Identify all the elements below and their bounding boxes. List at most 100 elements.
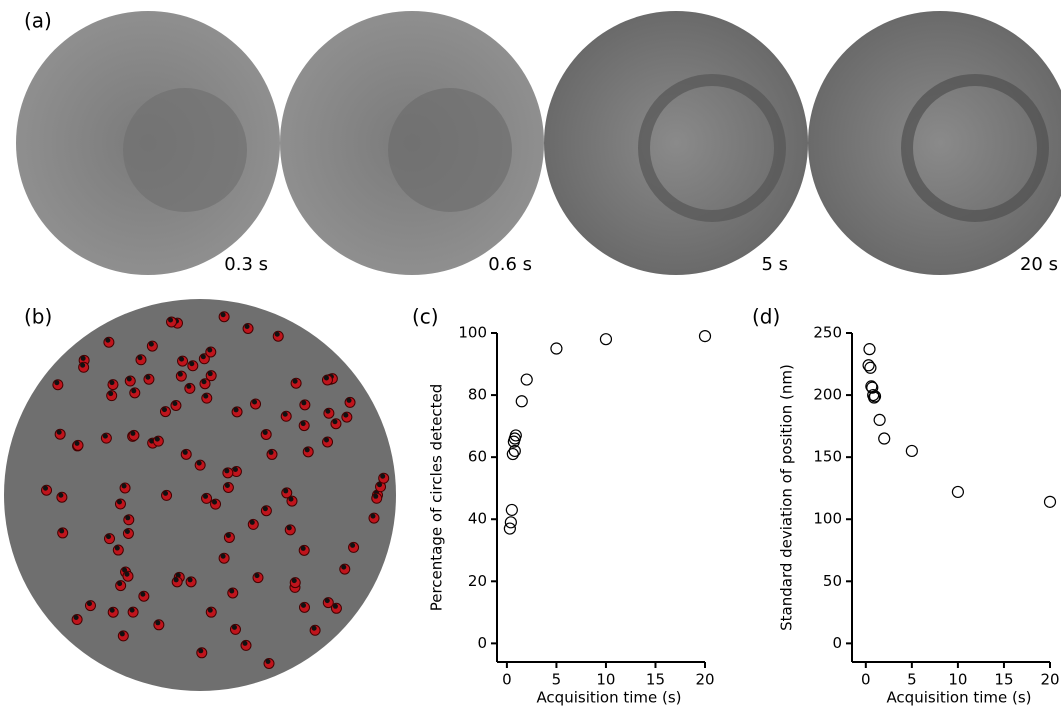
image-caption: 5 s bbox=[761, 254, 788, 275]
panel-label: (c) bbox=[412, 305, 439, 329]
data-point bbox=[874, 414, 885, 425]
particle bbox=[225, 483, 230, 488]
particle bbox=[224, 468, 229, 473]
data-point bbox=[516, 396, 527, 407]
particle bbox=[59, 528, 64, 533]
particle bbox=[380, 474, 385, 479]
y-tick-label: 20 bbox=[468, 572, 487, 590]
particle bbox=[245, 324, 250, 329]
particle bbox=[87, 601, 92, 606]
particle bbox=[81, 356, 86, 361]
y-axis-label: Percentage of circles detected bbox=[428, 384, 446, 612]
particle bbox=[75, 441, 80, 446]
particle bbox=[155, 620, 160, 625]
particle bbox=[301, 603, 306, 608]
particle bbox=[201, 354, 206, 359]
image-caption: 0.6 s bbox=[488, 254, 532, 275]
particle bbox=[254, 573, 259, 578]
particle bbox=[74, 615, 79, 620]
panel-label: (b) bbox=[24, 305, 52, 329]
x-tick-label: 5 bbox=[552, 671, 562, 689]
y-tick-label: 0 bbox=[477, 634, 487, 652]
particle bbox=[117, 499, 122, 504]
x-tick-label: 15 bbox=[646, 671, 665, 689]
particle bbox=[283, 412, 288, 417]
x-tick-label: 0 bbox=[861, 671, 871, 689]
particle bbox=[103, 434, 108, 439]
particle bbox=[233, 467, 238, 472]
particle bbox=[130, 608, 135, 613]
particle bbox=[243, 641, 248, 646]
particle bbox=[115, 546, 120, 551]
x-tick-label: 5 bbox=[907, 671, 917, 689]
particle bbox=[232, 625, 237, 630]
particle bbox=[208, 608, 213, 613]
particle bbox=[343, 413, 348, 418]
figure: (a) (b) (c) (d) 0.3 s 0.6 s 5 s 20 s 0 20… bbox=[0, 0, 1061, 712]
particle bbox=[137, 355, 142, 360]
page: (a) (b) (c) (d) 0.3 s 0.6 s 5 s 20 s 0 20… bbox=[0, 0, 1061, 712]
particle bbox=[208, 371, 213, 376]
particle bbox=[263, 506, 268, 511]
x-tick-label: 15 bbox=[994, 671, 1013, 689]
particle bbox=[332, 419, 337, 424]
particle bbox=[183, 450, 188, 455]
particle bbox=[221, 554, 226, 559]
micrograph bbox=[808, 11, 1061, 275]
particle bbox=[292, 578, 297, 583]
micrograph bbox=[544, 11, 808, 275]
particle bbox=[207, 347, 212, 352]
particle bbox=[127, 377, 132, 382]
image-caption: 20 s bbox=[1020, 254, 1058, 275]
particle bbox=[125, 515, 130, 520]
particle bbox=[117, 581, 122, 586]
particle bbox=[168, 317, 173, 322]
particle bbox=[201, 379, 206, 384]
data-point bbox=[521, 374, 532, 385]
particle bbox=[287, 525, 292, 530]
particle bbox=[162, 407, 167, 412]
x-tick-label: 20 bbox=[1040, 671, 1059, 689]
particle bbox=[333, 604, 338, 609]
particle bbox=[178, 372, 183, 377]
data-point bbox=[864, 344, 875, 355]
particle bbox=[174, 577, 179, 582]
particle bbox=[155, 437, 160, 442]
particle bbox=[370, 514, 375, 519]
particle bbox=[179, 357, 184, 362]
particle bbox=[293, 379, 298, 384]
particle bbox=[250, 520, 255, 525]
particle bbox=[203, 494, 208, 499]
particle bbox=[80, 363, 85, 368]
ring-shadow bbox=[388, 88, 512, 212]
particle bbox=[197, 461, 202, 466]
particle bbox=[229, 588, 234, 593]
particle bbox=[301, 421, 306, 426]
particle bbox=[145, 375, 150, 380]
panel-label: (d) bbox=[752, 305, 780, 329]
image-caption: 0.3 s bbox=[224, 254, 268, 275]
particle bbox=[130, 431, 135, 436]
particle bbox=[221, 312, 226, 317]
particle bbox=[58, 493, 63, 498]
particle bbox=[266, 659, 271, 664]
ring-shadow bbox=[123, 88, 247, 212]
particle bbox=[312, 626, 317, 631]
particle bbox=[226, 533, 231, 538]
y-tick-label: 80 bbox=[468, 386, 487, 404]
particle bbox=[347, 398, 352, 403]
particle bbox=[324, 375, 329, 380]
data-point bbox=[551, 343, 562, 354]
y-tick-label: 0 bbox=[832, 634, 842, 652]
particle bbox=[140, 592, 145, 597]
particle bbox=[105, 338, 110, 343]
particle bbox=[212, 500, 217, 505]
particle bbox=[54, 380, 59, 385]
particle bbox=[43, 486, 48, 491]
particle bbox=[57, 430, 62, 435]
particle bbox=[163, 491, 168, 496]
data-point bbox=[879, 433, 890, 444]
particle bbox=[301, 546, 306, 551]
micrographs bbox=[4, 11, 1061, 691]
panel-label: (a) bbox=[24, 9, 52, 33]
